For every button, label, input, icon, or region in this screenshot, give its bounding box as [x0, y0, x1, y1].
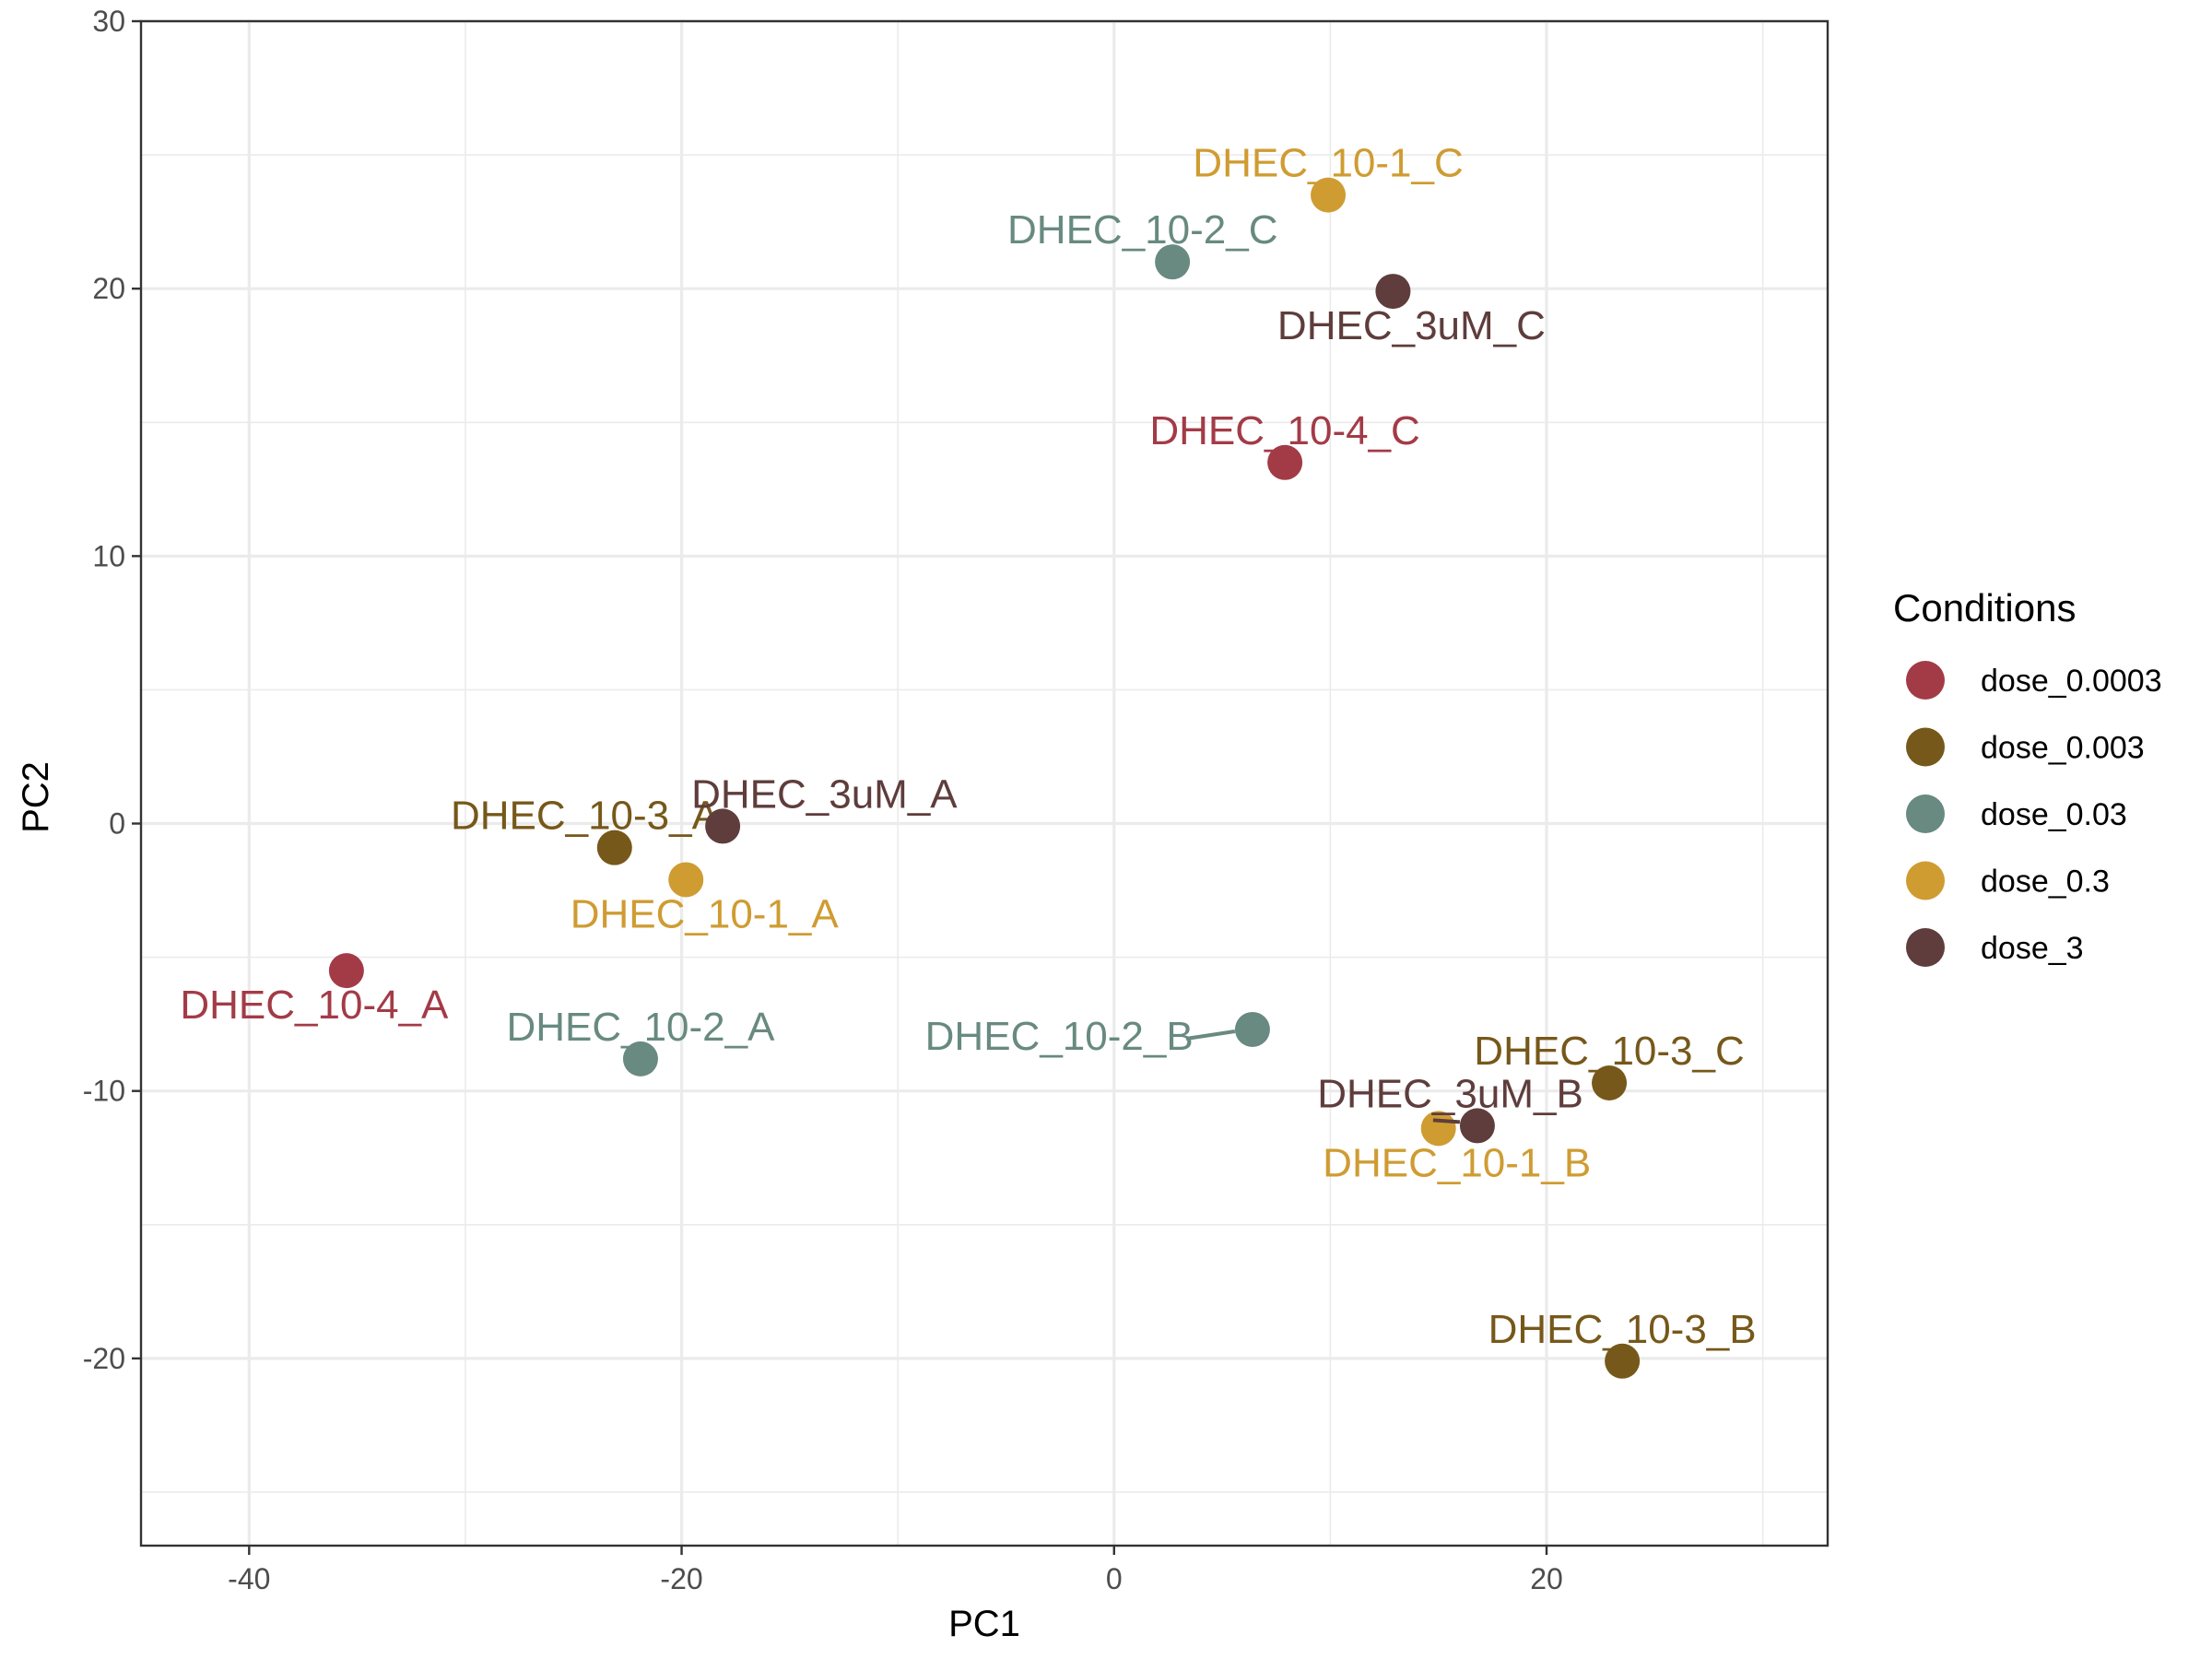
label-connector — [1433, 1120, 1460, 1122]
y-tick-label: 10 — [92, 539, 125, 572]
point-label: DHEC_3uM_B — [1317, 1071, 1583, 1116]
legend-label: dose_0.003 — [1981, 731, 2145, 766]
x-axis-title: PC1 — [948, 1604, 1020, 1644]
legend-key — [1906, 928, 1945, 967]
point-label: DHEC_10-1_A — [571, 891, 840, 936]
data-point — [1235, 1012, 1270, 1047]
y-tick-label: 20 — [92, 272, 125, 305]
point-label: DHEC_10-2_B — [925, 1014, 1194, 1059]
point-label: DHEC_10-3_C — [1474, 1029, 1744, 1074]
legend-key — [1906, 862, 1945, 900]
legend-title: Conditions — [1893, 586, 2076, 629]
legend-label: dose_3 — [1981, 931, 2084, 966]
point-label: DHEC_10-4_A — [180, 982, 449, 1028]
y-axis-title: PC2 — [16, 761, 56, 833]
y-tick-label: 30 — [92, 5, 125, 38]
legend-label: dose_0.0003 — [1981, 664, 2162, 699]
x-tick-label: 20 — [1530, 1562, 1563, 1595]
x-tick-label: -40 — [228, 1562, 270, 1595]
legend-key — [1906, 728, 1945, 767]
plot-area: DHEC_10-4_A DHEC_10-4_C DHEC_10-3_A DHEC_10… — [141, 21, 1828, 1546]
point-label: DHEC_10-2_A — [506, 1005, 775, 1050]
point-label: DHEC_3uM_C — [1277, 303, 1546, 348]
x-tick-label: -20 — [660, 1562, 702, 1595]
x-tick-label: 0 — [1106, 1562, 1123, 1595]
point-label: DHEC_10-2_C — [1007, 207, 1277, 253]
legend-label: dose_0.3 — [1981, 865, 2110, 900]
legend-key — [1906, 794, 1945, 833]
legend-key — [1906, 661, 1945, 700]
point-label: DHEC_10-1_B — [1323, 1140, 1591, 1185]
point-label: DHEC_10-3_A — [451, 794, 720, 839]
point-label: DHEC_10-4_C — [1149, 408, 1419, 453]
y-tick-label: 0 — [109, 807, 125, 841]
y-tick-label: -20 — [83, 1342, 125, 1375]
point-label: DHEC_10-1_C — [1193, 141, 1463, 186]
legend-label: dose_0.03 — [1981, 797, 2127, 832]
point-label: DHEC_10-3_B — [1488, 1307, 1757, 1352]
y-tick-label: -10 — [83, 1075, 125, 1108]
point-label: DHEC_3uM_A — [691, 771, 958, 817]
